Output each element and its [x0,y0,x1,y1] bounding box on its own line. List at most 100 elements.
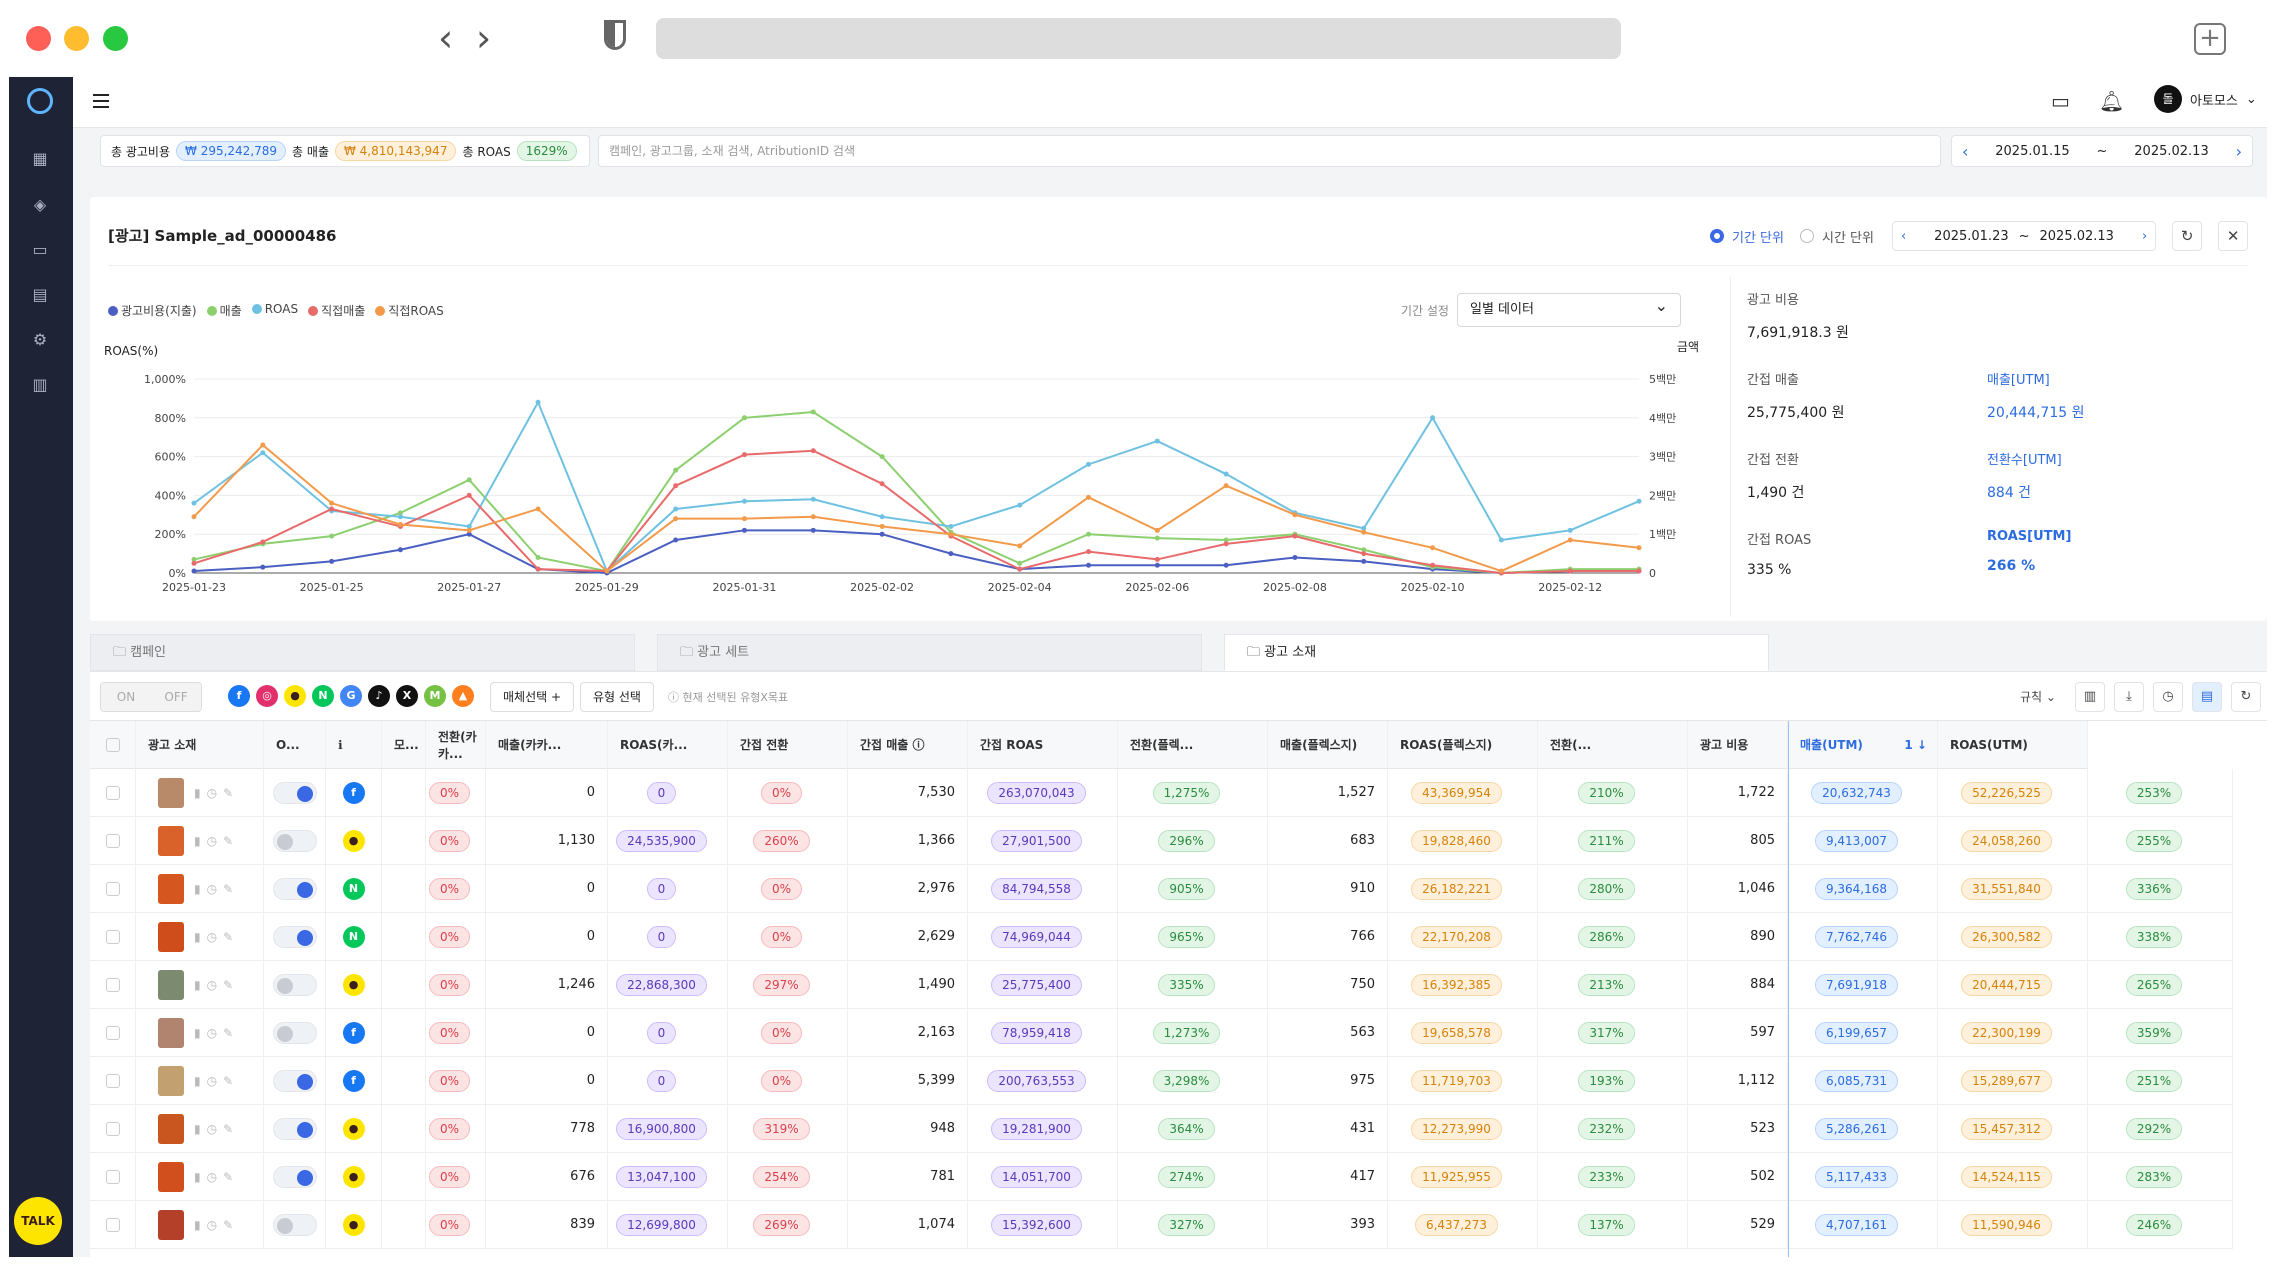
columns-icon[interactable]: ▥ [2075,682,2105,712]
tab-campaign[interactable]: 🗀 캠페인 [90,634,635,671]
row-action-icons[interactable]: ▮◷✎ [194,977,240,992]
row-select-cell[interactable] [90,1009,136,1057]
row-checkbox[interactable] [105,1073,120,1088]
close-window-button[interactable] [26,26,51,51]
status-toggle[interactable] [272,1021,317,1044]
column-header[interactable]: 매출(플렉스지) [1268,721,1388,769]
next-icon[interactable]: › [2141,228,2148,244]
address-bar[interactable] [656,18,1621,59]
next-range-icon[interactable]: › [2235,141,2242,161]
radio-period-unit[interactable] [1710,229,1724,243]
row-action-icons[interactable]: ▮◷✎ [194,881,240,896]
column-header[interactable]: 전환(... [1538,721,1688,769]
row-checkbox[interactable] [105,881,120,896]
row-checkbox[interactable] [105,1121,120,1136]
global-date-range[interactable]: ‹ 2025.01.15 ~ 2025.02.13 › [1951,135,2253,167]
prev-icon[interactable]: ‹ [1900,228,1907,244]
facebook-icon[interactable]: f [228,685,250,707]
creative-thumbnail[interactable] [158,777,184,808]
tab-ad-creative[interactable]: 🗀 광고 소재 [1224,634,1769,671]
row-action-icons[interactable]: ▮◷✎ [194,1025,240,1040]
column-header[interactable]: 전환(플렉... [1118,721,1268,769]
row-select-cell[interactable] [90,1057,136,1105]
moloco-icon[interactable]: M [424,685,446,707]
creative-thumbnail[interactable] [158,1017,184,1048]
row-action-icons[interactable]: ▮◷✎ [194,1121,240,1136]
range-end[interactable]: 2025.02.13 [2134,143,2209,159]
column-header[interactable]: ROAS(플렉스지) [1388,721,1538,769]
row-action-icons[interactable]: ▮◷✎ [194,1073,240,1088]
carrot-icon[interactable]: ▲ [452,685,474,707]
period-select[interactable]: 일별 데이터 [1456,290,1681,327]
row-action-icons[interactable]: ▮◷✎ [194,929,240,944]
row-checkbox[interactable] [105,785,120,800]
naver-icon[interactable]: N [312,685,334,707]
kakao-icon[interactable]: ● [284,685,306,707]
column-header[interactable]: ROAS(UTM) [1938,721,2088,769]
creative-thumbnail[interactable] [158,1113,184,1144]
legend-item[interactable]: 직접ROAS [375,302,444,319]
on-button[interactable]: ON [101,683,151,711]
status-toggle[interactable] [272,1069,317,1092]
maximize-window-button[interactable] [103,26,128,51]
row-checkbox[interactable] [105,1169,120,1184]
column-header[interactable]: ℹ [326,721,382,769]
column-header[interactable]: 간접 매출 ⓘ [848,721,968,769]
sort-desc-icon[interactable]: 1 ↓ [1904,737,1927,752]
download-icon[interactable]: ⤓ [2114,682,2144,712]
card-range-start[interactable]: 2025.01.23 [1934,228,2009,244]
google-icon[interactable]: G [340,685,362,707]
radio-time-unit[interactable] [1799,229,1814,243]
status-toggle[interactable] [272,1213,317,1236]
search-input[interactable]: 캠페인, 광고그룹, 소재 검색, AtributionID 검색 [598,135,1941,167]
user-menu[interactable]: 돌 아토모스 ⌄ [2154,85,2257,113]
tiktok-icon[interactable]: ♪ [368,685,390,707]
creative-thumbnail[interactable] [158,873,184,904]
dashboard-icon[interactable]: ▦ [32,149,48,168]
card-date-range[interactable]: ‹ 2025.01.23 ~ 2025.02.13 › [1891,221,2157,251]
media-select-button[interactable]: 매체선택 + [490,682,575,712]
creative-thumbnail[interactable] [158,1161,184,1192]
refresh-button[interactable]: ↻ [2172,221,2203,251]
column-header[interactable]: 모... [382,721,426,769]
row-select-cell[interactable] [90,1105,136,1153]
clipboard-icon[interactable]: ▤ [32,285,48,304]
status-toggle[interactable] [272,877,317,900]
reload-icon[interactable]: ↻ [2231,682,2261,712]
prev-range-icon[interactable]: ‹ [1962,141,1969,161]
card-range-end[interactable]: 2025.02.13 [2039,228,2114,244]
new-tab-button[interactable]: + [2194,23,2226,55]
column-header[interactable]: ROAS(카... [608,721,728,769]
column-header[interactable]: 전환(카카... [426,721,486,769]
status-toggle[interactable] [272,973,317,996]
on-off-toggle[interactable]: ON OFF [100,682,202,712]
row-checkbox[interactable] [105,833,120,848]
row-select-cell[interactable] [90,913,136,961]
shield-icon[interactable] [604,20,626,50]
column-header[interactable]: 광고 비용 [1688,721,1788,769]
row-action-icons[interactable]: ▮◷✎ [194,1169,240,1184]
row-select-cell[interactable] [90,1153,136,1201]
legend-item[interactable]: 광고비용(지출) [108,302,197,319]
column-header[interactable]: 매출(카카... [486,721,608,769]
column-header[interactable]: 간접 전환 [728,721,848,769]
book-icon[interactable]: ▥ [32,375,48,394]
column-header[interactable]: 간접 ROAS [968,721,1118,769]
chat-icon[interactable]: ▭ [32,240,48,259]
legend-item[interactable]: 매출 [206,302,242,319]
row-checkbox[interactable] [105,1025,120,1040]
status-toggle[interactable] [272,829,317,852]
rule-dropdown[interactable]: 규칙 ⌄ [2020,690,2056,704]
select-all-header[interactable] [90,721,136,769]
close-button[interactable]: ✕ [2218,221,2249,251]
tab-ad-set[interactable]: 🗀 광고 세트 [657,634,1202,671]
legend-item[interactable]: 직접매출 [308,302,365,319]
gear-icon[interactable]: ⚙ [32,330,48,349]
clock-icon[interactable]: ◷ [2153,682,2183,712]
status-toggle[interactable] [272,781,317,804]
creative-thumbnail[interactable] [158,969,184,1000]
creative-thumbnail[interactable] [158,1209,184,1240]
status-toggle[interactable] [272,1165,317,1188]
package-icon[interactable]: ◈ [33,195,47,214]
app-logo-icon[interactable] [27,88,53,114]
